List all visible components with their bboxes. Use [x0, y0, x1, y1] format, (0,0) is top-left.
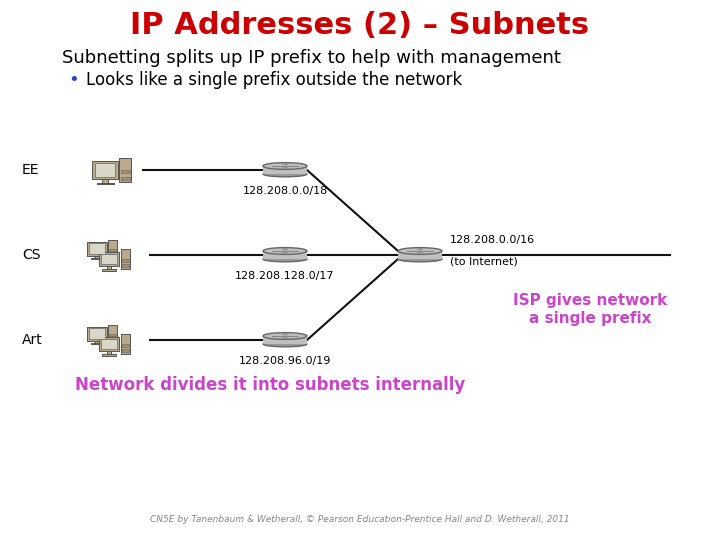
Text: a single prefix: a single prefix — [528, 310, 652, 326]
Ellipse shape — [263, 163, 307, 170]
Bar — [109, 334, 115, 336]
Ellipse shape — [398, 256, 442, 262]
Text: ISP gives network: ISP gives network — [513, 293, 667, 307]
Bar — [101, 254, 117, 265]
Text: •: • — [68, 71, 79, 89]
Bar — [122, 349, 129, 352]
Text: (to Internet): (to Internet) — [450, 257, 518, 267]
Text: Subnetting splits up IP prefix to help with management: Subnetting splits up IP prefix to help w… — [62, 49, 561, 67]
Bar — [121, 177, 130, 180]
Text: CS: CS — [22, 248, 40, 262]
Ellipse shape — [398, 248, 442, 254]
Bar — [99, 252, 120, 266]
Bar — [120, 249, 130, 268]
Text: 128.208.128.0/17: 128.208.128.0/17 — [235, 271, 335, 281]
Bar — [109, 339, 115, 341]
Bar — [89, 244, 104, 254]
Bar — [122, 259, 129, 262]
Text: Network divides it into subnets internally: Network divides it into subnets internal… — [75, 376, 465, 394]
Bar — [87, 327, 107, 341]
Bar — [107, 266, 111, 269]
Bar — [108, 325, 117, 342]
Bar — [102, 179, 107, 183]
Ellipse shape — [263, 256, 307, 262]
Bar — [89, 328, 104, 339]
Bar — [91, 258, 104, 260]
Bar — [122, 344, 129, 347]
Text: CN5E by Tanenbaum & Wetherall, © Pearson Education-Prentice Hall and D. Wetheral: CN5E by Tanenbaum & Wetherall, © Pearson… — [150, 516, 570, 524]
Text: EE: EE — [22, 163, 40, 177]
Text: Art: Art — [22, 333, 42, 347]
Bar — [398, 251, 442, 259]
Bar — [121, 170, 130, 173]
Bar — [263, 336, 307, 344]
Ellipse shape — [263, 171, 307, 177]
Bar — [102, 269, 116, 271]
Bar — [263, 251, 307, 259]
Text: Looks like a single prefix outside the network: Looks like a single prefix outside the n… — [86, 71, 462, 89]
Bar — [91, 343, 104, 345]
Ellipse shape — [263, 333, 307, 340]
Ellipse shape — [263, 341, 307, 347]
Bar — [95, 163, 115, 177]
Text: IP Addresses (2) – Subnets: IP Addresses (2) – Subnets — [130, 10, 590, 39]
Text: 128.208.0.0/16: 128.208.0.0/16 — [450, 235, 535, 245]
Bar — [263, 166, 307, 174]
Ellipse shape — [263, 248, 307, 254]
Bar — [109, 248, 115, 251]
Bar — [108, 240, 117, 258]
Bar — [101, 339, 117, 349]
Bar — [95, 255, 99, 258]
Bar — [96, 183, 114, 185]
Bar — [95, 341, 99, 343]
Bar — [109, 254, 115, 256]
Bar — [107, 352, 111, 354]
Bar — [122, 265, 129, 267]
Bar — [99, 336, 120, 352]
Bar — [92, 161, 118, 179]
Text: 128.208.96.0/19: 128.208.96.0/19 — [239, 356, 331, 366]
Bar — [87, 241, 107, 255]
Bar — [120, 334, 130, 354]
Text: 128.208.0.0/18: 128.208.0.0/18 — [243, 186, 328, 196]
Bar — [102, 354, 116, 355]
Bar — [120, 158, 131, 182]
